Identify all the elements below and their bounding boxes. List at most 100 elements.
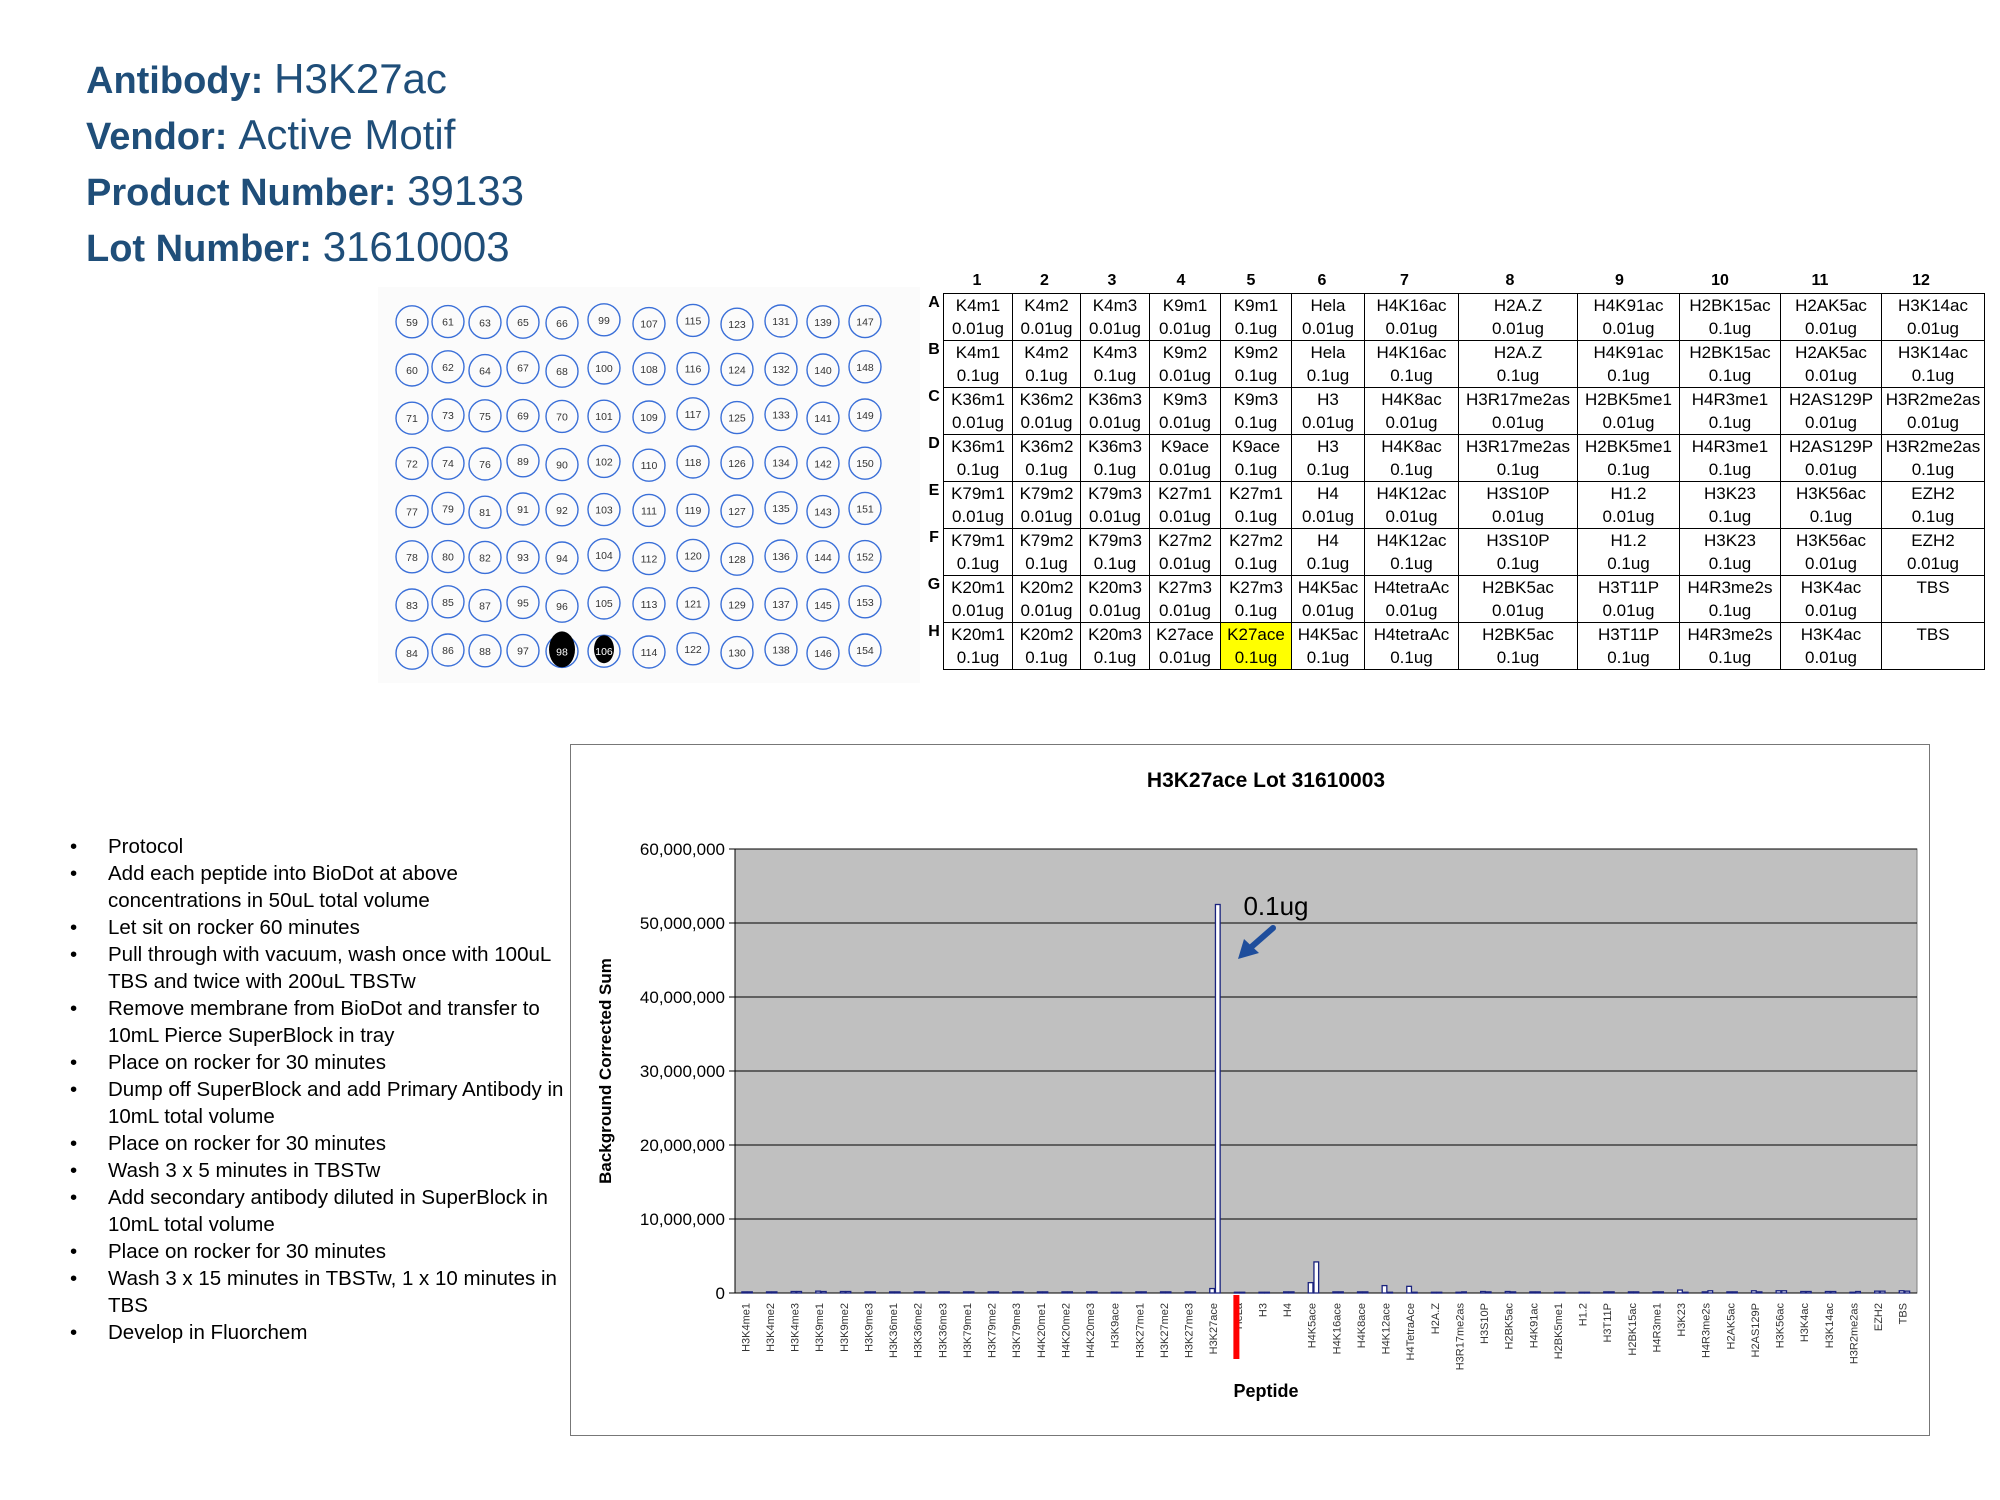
blot-well-circle bbox=[676, 538, 710, 573]
plate-cell-concentration: 0.01ug bbox=[1492, 413, 1544, 432]
blot-well-circle bbox=[764, 445, 798, 480]
plate-cell-peptide: K9m1 bbox=[1162, 296, 1208, 315]
plate-cell: H4 0.1ug bbox=[1291, 528, 1365, 576]
y-tick-label: 0 bbox=[716, 1284, 725, 1303]
plate-cell-peptide: H4K8ac bbox=[1381, 390, 1442, 409]
x-tick-label: H4K5ace bbox=[1307, 1303, 1319, 1348]
blot-well-number: 106 bbox=[595, 646, 613, 658]
blot-dark-spot bbox=[549, 631, 575, 668]
plate-cell: K79m3 0.01ug bbox=[1080, 481, 1150, 529]
blot-well-circle bbox=[431, 398, 465, 432]
blot-well-number: 141 bbox=[814, 413, 832, 425]
plate-cell: H4 0.01ug bbox=[1291, 481, 1365, 529]
plate-cell-peptide: H3S10P bbox=[1486, 531, 1550, 550]
blot-well-circle bbox=[545, 447, 579, 482]
plate-cell: H3K14ac 0.01ug bbox=[1881, 293, 1985, 341]
blot-well-number: 113 bbox=[641, 599, 658, 611]
highlight-marker bbox=[1233, 1295, 1240, 1359]
blot-well-number: 151 bbox=[856, 503, 874, 515]
y-tick-label: 60,000,000 bbox=[640, 840, 725, 859]
plate-column-number: 11 bbox=[1811, 272, 1829, 289]
plate-row-letter: G bbox=[927, 576, 941, 593]
x-tick-label: H3K27me3 bbox=[1184, 1303, 1196, 1358]
plate-column-number: 2 bbox=[1040, 272, 1049, 289]
x-tick-label: H4K16ace bbox=[1331, 1303, 1343, 1354]
plate-cell: H3K23 0.1ug bbox=[1679, 528, 1781, 576]
bar bbox=[1701, 1291, 1708, 1294]
blot-well-circle bbox=[506, 633, 540, 668]
blot-well-number: 104 bbox=[595, 550, 613, 562]
plate-cell: EZH2 0.01ug bbox=[1881, 528, 1985, 576]
plate-cell-peptide: H4tetraAc bbox=[1373, 578, 1450, 597]
bar bbox=[1061, 1291, 1068, 1294]
plate-cell-concentration: 0.01ug bbox=[1159, 319, 1211, 338]
lot-value: 31610003 bbox=[322, 223, 510, 270]
x-axis-label: Peptide bbox=[1233, 1381, 1298, 1401]
plate-cell-peptide: K27m2 bbox=[1158, 531, 1212, 550]
blot-well-number: 63 bbox=[479, 317, 491, 329]
blot-well-number: 109 bbox=[640, 412, 658, 424]
bar bbox=[1584, 1291, 1591, 1294]
plate-cell-concentration: 0.1ug bbox=[956, 648, 1000, 667]
bar bbox=[1553, 1291, 1560, 1294]
bar bbox=[1676, 1289, 1683, 1294]
plate-row: K20m1 0.01ug K20m2 0.01ug K20m3 0.01ug K27m3 0.… bbox=[943, 575, 1985, 623]
plate-cell-concentration: 0.1ug bbox=[1234, 460, 1278, 479]
blot-well-circle bbox=[720, 587, 754, 622]
plate-cell: K79m2 0.1ug bbox=[1012, 528, 1081, 576]
plate-cell: H4K8ac 0.01ug bbox=[1364, 387, 1459, 435]
x-tick-label: H2AS129P bbox=[1750, 1303, 1762, 1357]
plate-cell: K20m2 0.1ug bbox=[1012, 622, 1081, 670]
plate-cell-peptide: H4K5ac bbox=[1297, 625, 1359, 644]
plate-cell-concentration: 0.1ug bbox=[1025, 460, 1068, 479]
plate-column-number: 3 bbox=[1107, 272, 1117, 289]
x-tick-label: H3K23 bbox=[1676, 1303, 1688, 1337]
bar bbox=[1633, 1291, 1640, 1294]
protocol-step: Add secondary antibody diluted in SuperB… bbox=[70, 1184, 570, 1238]
plate-cell-peptide: K20m3 bbox=[1088, 578, 1142, 597]
plate-cell: K27m1 0.1ug bbox=[1220, 481, 1292, 529]
plate-cell-peptide: K9ace bbox=[1160, 437, 1210, 456]
plate-cell: K9ace 0.1ug bbox=[1220, 434, 1292, 482]
x-tick-label: H3K36me3 bbox=[937, 1303, 949, 1358]
plate-row: K4m1 0.01ug K4m2 0.01ug K4m3 0.01ug K9m1 0.01ug… bbox=[943, 293, 1985, 341]
plate-cell-peptide: H2AS129P bbox=[1788, 390, 1874, 409]
bar bbox=[913, 1291, 920, 1294]
blot-well-circle bbox=[468, 305, 502, 340]
plate-cell-peptide: H3 bbox=[1317, 437, 1339, 456]
x-tick-label: H4K8ace bbox=[1356, 1303, 1368, 1348]
blot-well-circle bbox=[848, 304, 882, 339]
plate-cell-concentration: 0.1ug bbox=[1093, 648, 1137, 667]
plate-cell-peptide: K4m1 bbox=[955, 343, 1001, 362]
blot-well-circle bbox=[506, 305, 540, 339]
blot-well-circle bbox=[720, 400, 754, 435]
plate-cell-peptide: H4tetraAc bbox=[1373, 625, 1450, 644]
plate-cell-concentration: 0.1ug bbox=[1708, 507, 1752, 526]
blot-well-number: 100 bbox=[595, 363, 613, 375]
blot-well-circle bbox=[587, 586, 621, 620]
blot-well-number: 135 bbox=[772, 503, 790, 515]
blot-well-number: 123 bbox=[728, 319, 746, 331]
plate-cell: K9m2 0.01ug bbox=[1149, 340, 1221, 388]
plate-cell-peptide: EZH2 bbox=[1911, 531, 1955, 550]
blot-well-number: 137 bbox=[772, 599, 790, 611]
product-line: Product Number: 39133 bbox=[86, 164, 524, 220]
bar bbox=[1873, 1290, 1880, 1294]
antibody-value: H3K27ac bbox=[274, 55, 447, 102]
plate-cell: K9m3 0.01ug bbox=[1149, 387, 1221, 435]
plate-cell: H3S10P 0.01ug bbox=[1458, 481, 1578, 529]
bar bbox=[741, 1291, 748, 1294]
plate-cell-concentration: 0.01ug bbox=[1805, 319, 1857, 338]
plate-cell-peptide: H2BK5ac bbox=[1482, 578, 1554, 597]
plate-cell: K79m3 0.1ug bbox=[1080, 528, 1150, 576]
x-tick-label: H3K27me1 bbox=[1134, 1303, 1146, 1358]
plate-cell-peptide: H3K56ac bbox=[1796, 484, 1866, 503]
vendor-line: Vendor: Active Motif bbox=[86, 108, 524, 164]
plate-cell-concentration: 0.01ug bbox=[1302, 413, 1354, 432]
plate-cell: H4K91ac 0.01ug bbox=[1577, 293, 1680, 341]
plate-cell-peptide: K4m2 bbox=[1024, 296, 1069, 315]
plate-cell: H3K56ac 0.1ug bbox=[1780, 481, 1882, 529]
protocol-step: Dump off SuperBlock and add Primary Anti… bbox=[70, 1076, 570, 1130]
plate-cell-peptide: H4K12ac bbox=[1376, 531, 1447, 550]
plate-cell-peptide: H3K14ac bbox=[1898, 296, 1968, 315]
